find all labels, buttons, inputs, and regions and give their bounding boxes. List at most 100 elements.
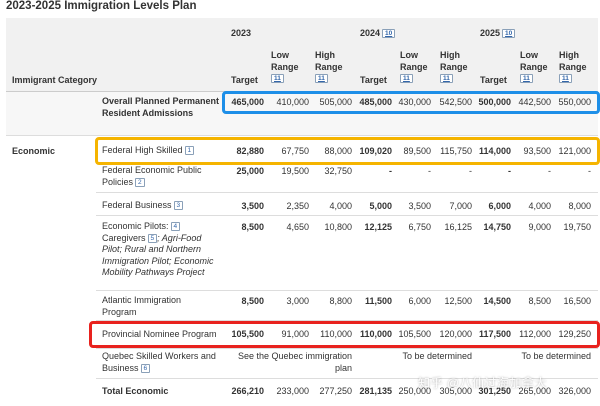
page-title: 2023-2025 Immigration Levels Plan [6,0,197,12]
quebec-note-2024: To be determined [402,351,472,361]
immigrant-category-header: Immigrant Category [12,75,98,85]
table-cell: 430,000 [398,97,431,107]
table-cell: 129,250 [558,329,591,339]
table-cell: 110,000 [320,329,352,339]
table-cell: 8,500 [241,222,264,232]
table-cell: 19,750 [563,222,591,232]
table-cell: - [508,166,511,176]
footnote-badge[interactable]: 11 [315,74,328,83]
low-range-header: Low Range 11 [520,50,548,83]
quebec-note-2025: To be determined [521,351,591,361]
table-cell: 301,250 [478,386,511,396]
divider [96,290,598,291]
table-cell: 8,500 [528,296,551,306]
high-range-header: High Range 11 [315,50,343,83]
table-cell: 4,650 [286,222,309,232]
table-cell: 12,500 [444,296,472,306]
highlight-box-overall [222,91,600,114]
table-cell: 3,000 [286,296,309,306]
table-cell: 91,000 [281,329,309,339]
table-header [6,18,598,91]
row-label-federal-economic-public-policies: Federal Economic Public Policies 2 [102,165,202,187]
target-header: Target [360,75,387,85]
footnote-badge[interactable]: 5 [147,233,158,243]
watermark: 知乎 @八仙过海加拿大 [418,376,548,390]
quebec-note-2023: See the Quebec immigration plan [237,351,352,373]
divider [6,135,598,136]
divider [96,320,598,321]
footnote-badge[interactable]: 11 [520,74,533,83]
table-cell: 105,500 [231,329,264,339]
table-cell: - [389,166,392,176]
table-cell: 109,020 [359,146,392,156]
table-cell: 6,750 [408,222,431,232]
total-economic-label: Total Economic [102,386,169,396]
table-cell: 266,210 [231,386,264,396]
row-label-provincial-nominee-program: Provincial Nominee Program [102,329,217,339]
row-label-economic-pilots: Economic Pilots: 4 Caregivers 5; Agri-Food… [102,221,214,277]
high-range-header: High Range 11 [440,50,468,83]
table-cell: 233,000 [276,386,309,396]
footnote-badge[interactable]: 2 [135,177,145,187]
table-cell: 3,500 [241,201,264,211]
table-cell: 67,750 [281,146,309,156]
table-cell: 7,000 [449,201,472,211]
table-cell: 442,500 [518,97,551,107]
table-cell: 6,000 [488,201,511,211]
table-cell: 14,500 [483,296,511,306]
table-cell: 250,000 [398,386,431,396]
footnote-badge[interactable]: 10 [502,29,516,38]
table-cell: 16,125 [444,222,472,232]
footnote-badge[interactable]: 4 [170,222,181,231]
footnote-badge[interactable]: 10 [382,29,396,38]
highlight-box-provincial-nominee [89,321,600,348]
table-cell: 105,500 [398,329,431,339]
footnote-badge[interactable]: 11 [271,74,284,83]
table-cell: 12,125 [364,222,392,232]
footnote-badge[interactable]: 6 [140,363,151,373]
table-cell: 93,500 [523,146,551,156]
footnote-badge[interactable]: 11 [440,74,453,83]
table-cell: 465,000 [231,97,264,107]
overall-label: Overall Planned Permanent Resident Admis… [102,96,220,118]
table-cell: 265,000 [518,386,551,396]
footnote-badge[interactable]: 11 [400,74,413,83]
table-cell: 550,000 [558,97,591,107]
table-cell: 88,000 [324,146,352,156]
table-cell: 121,000 [558,146,591,156]
footnote-badge[interactable]: 11 [559,74,572,83]
table-cell: 8,800 [329,296,352,306]
divider [96,192,598,193]
table-cell: 4,000 [329,201,352,211]
table-cell: 6,000 [408,296,431,306]
table-cell: - [469,166,472,176]
footnote-badge[interactable]: 1 [184,146,195,155]
year-2023-header: 2023 [231,28,252,38]
year-2025-header: 2025 10 [480,28,516,40]
table-cell: - [428,166,431,176]
table-cell: - [588,166,591,176]
table-cell: 117,500 [478,329,511,339]
table-cell: 89,500 [403,146,431,156]
low-range-header: Low Range 11 [400,50,428,83]
target-header: Target [480,75,507,85]
table-cell: 326,000 [558,386,591,396]
table-cell: 9,000 [528,222,551,232]
table-cell: 115,750 [440,146,472,156]
row-label-quebec-skilled-workers: Quebec Skilled Workers and Business 6 [102,351,216,373]
table-cell: 281,135 [359,386,392,396]
row-label-federal-business: Federal Business 3 [102,200,184,212]
table-cell: 82,880 [236,146,264,156]
table-cell: - [548,166,551,176]
row-label-federal-high-skilled: Federal High Skilled 1 [102,145,195,157]
table-cell: 14,750 [483,222,511,232]
table-cell: 112,000 [519,329,551,339]
table-cell: 120,000 [439,329,472,339]
footnote-badge[interactable]: 3 [173,201,184,210]
table-cell: 25,000 [236,166,264,176]
table-cell: 485,000 [359,97,392,107]
table-cell: 4,000 [528,201,551,211]
target-header: Target [231,75,258,85]
category-economic: Economic [12,146,56,156]
table-cell: 277,250 [319,386,352,396]
